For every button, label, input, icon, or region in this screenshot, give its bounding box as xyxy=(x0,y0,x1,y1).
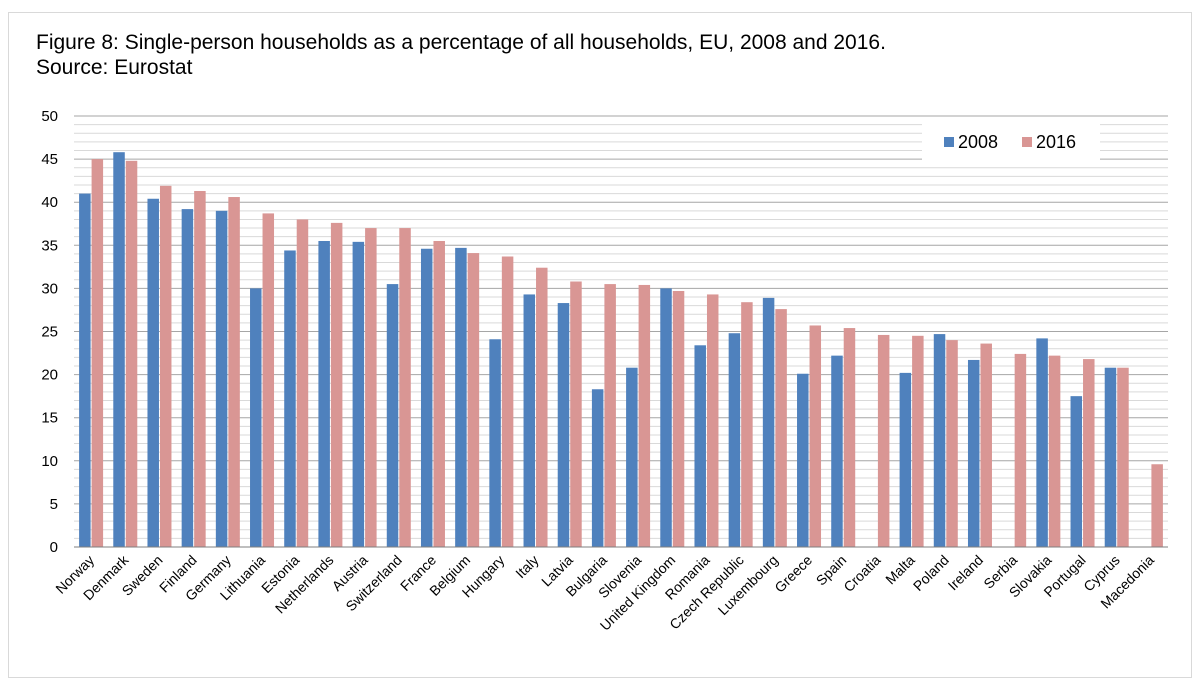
bar-2008-denmark xyxy=(113,152,125,548)
bar-2016-france xyxy=(433,240,445,548)
bar-2008-netherlands xyxy=(318,240,330,548)
bar-2016-denmark xyxy=(125,160,138,547)
chart-title: Figure 8: Single-person households as a … xyxy=(36,31,886,79)
y-tick-label: 0 xyxy=(50,539,58,556)
bar-2008-romania xyxy=(694,345,706,547)
bar-2016-austria xyxy=(365,228,377,547)
y-tick-label: 10 xyxy=(41,453,58,470)
y-tick-label: 50 xyxy=(41,108,58,125)
bar-2008-portugal xyxy=(1070,396,1083,547)
bar-2008-hungary xyxy=(489,339,501,547)
y-tick-label: 40 xyxy=(41,194,58,211)
bar-2016-lithuania xyxy=(262,213,275,547)
bar-2016-switzerland xyxy=(399,228,411,547)
bar-2008-finland xyxy=(181,209,194,547)
bar-2016-cyprus xyxy=(1117,367,1129,547)
legend-swatch-2016 xyxy=(1022,137,1032,147)
bar-2016-united-kingdom xyxy=(672,290,685,547)
bar-2008-bulgaria xyxy=(591,389,604,547)
x-category-label: Greece xyxy=(771,552,815,596)
y-tick-label: 45 xyxy=(41,151,58,168)
legend-label-2016: 2016 xyxy=(1036,132,1076,152)
y-tick-label: 35 xyxy=(41,237,58,254)
bar-2016-hungary xyxy=(501,256,514,547)
bar-2008-united-kingdom xyxy=(660,288,672,547)
y-tick-label: 30 xyxy=(41,280,58,297)
y-tick-label: 25 xyxy=(41,324,58,341)
bar-2016-bulgaria xyxy=(604,284,616,547)
bar-2016-germany xyxy=(228,197,240,547)
bar-2008-switzerland xyxy=(386,284,399,547)
bar-2016-croatia xyxy=(877,334,890,547)
x-category-label: Croatia xyxy=(840,552,883,595)
legend-label-2008: 2008 xyxy=(958,132,998,152)
bar-2008-ireland xyxy=(967,359,980,547)
bar-2016-poland xyxy=(946,340,958,547)
bar-2016-slovenia xyxy=(638,284,651,547)
y-tick-label: 20 xyxy=(41,367,58,384)
bar-2016-norway xyxy=(91,159,104,547)
bar-2016-estonia xyxy=(296,219,309,547)
bar-2008-latvia xyxy=(557,303,570,547)
bar-2008-belgium xyxy=(455,247,467,548)
bar-2008-norway xyxy=(79,193,91,547)
bar-2016-portugal xyxy=(1083,359,1095,547)
bar-2016-slovakia xyxy=(1048,355,1061,547)
x-category-label: Italy xyxy=(512,552,541,581)
y-tick-label: 15 xyxy=(41,410,58,427)
x-axis-labels: NorwayDenmarkSwedenFinlandGermanyLithuan… xyxy=(52,551,1157,633)
bar-2016-latvia xyxy=(570,281,582,547)
y-tick-label: 5 xyxy=(50,496,58,513)
bar-2016-belgium xyxy=(467,253,480,548)
bar-2008-malta xyxy=(899,372,912,547)
bar-2008-poland xyxy=(933,334,946,547)
bar-2008-luxembourg xyxy=(762,297,775,547)
bar-2016-ireland xyxy=(980,343,992,547)
bar-2016-luxembourg xyxy=(775,309,787,547)
bar-2008-austria xyxy=(352,241,365,548)
bar-2008-lithuania xyxy=(250,288,262,547)
x-category-label: Ireland xyxy=(945,552,987,594)
bars xyxy=(79,152,1163,548)
bar-2008-sweden xyxy=(147,198,159,547)
bar-2008-germany xyxy=(215,210,228,547)
bar-2008-slovakia xyxy=(1036,338,1048,547)
bar-2008-spain xyxy=(831,355,843,547)
bar-2016-malta xyxy=(912,335,924,547)
bar-2016-netherlands xyxy=(330,222,343,547)
bar-2016-macedonia xyxy=(1151,464,1163,547)
bar-2016-italy xyxy=(536,267,548,547)
bar-2008-france xyxy=(420,248,433,548)
x-category-label: Poland xyxy=(910,552,952,594)
legend-swatch-2008 xyxy=(944,137,954,147)
bar-2016-greece xyxy=(809,325,822,547)
bar-2008-cyprus xyxy=(1104,367,1117,547)
y-axis-ticks: 0 5 10 15 20 25 30 35 40 45 50 xyxy=(41,108,58,556)
bar-2008-czech-republic xyxy=(728,333,741,547)
bar-2016-sweden xyxy=(159,185,172,547)
bar-2016-czech-republic xyxy=(741,302,753,547)
bar-2016-finland xyxy=(194,190,206,547)
bar-2008-italy xyxy=(523,294,536,547)
bar-2016-serbia xyxy=(1014,353,1027,547)
legend: 2008 2016 xyxy=(922,122,1100,162)
bar-2008-estonia xyxy=(284,250,296,548)
bar-2008-greece xyxy=(797,373,809,547)
bar-2016-romania xyxy=(706,294,719,547)
bar-2016-spain xyxy=(843,328,856,547)
bar-2008-slovenia xyxy=(626,367,638,547)
